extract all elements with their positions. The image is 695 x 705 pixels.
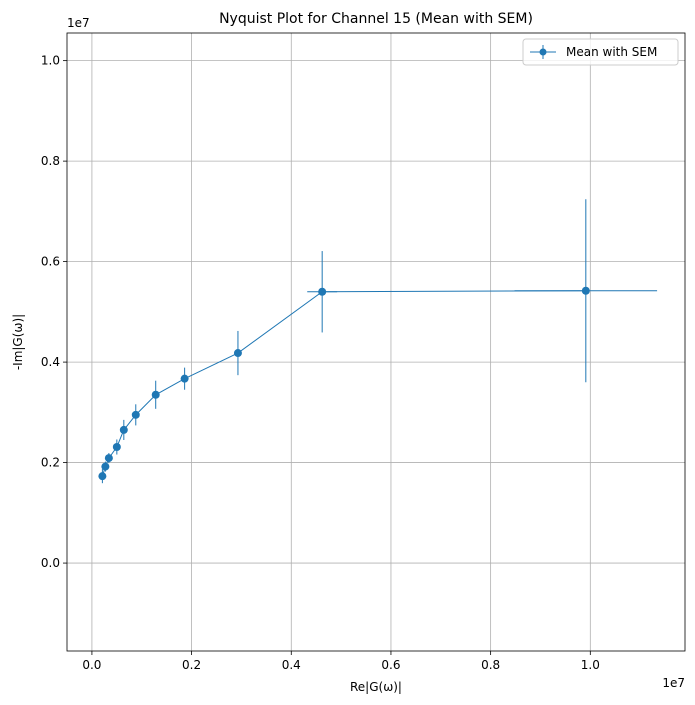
legend-box (522, 38, 679, 66)
y-tick-label: 0.8 (41, 154, 60, 168)
x-tick-label: 0.2 (182, 658, 201, 672)
data-series (98, 199, 658, 484)
data-point (180, 374, 189, 383)
data-point (318, 287, 327, 296)
data-point (151, 390, 160, 399)
grid-lines (67, 33, 685, 651)
y-tick-label: 0.6 (41, 255, 60, 269)
legend-point-marker (539, 48, 547, 56)
x-tick-label: 0.6 (381, 658, 400, 672)
legend-label: Mean with SEM (566, 45, 657, 59)
x-axis-offset-label: 1e7 (662, 676, 685, 690)
chart-title: Nyquist Plot for Channel 15 (Mean with S… (219, 11, 533, 27)
y-tick-label: 1.0 (41, 54, 60, 68)
data-point (233, 349, 242, 358)
data-point (101, 462, 110, 471)
y-axis-offset-label: 1e7 (67, 16, 90, 30)
data-point (98, 472, 107, 481)
x-axis-label: Re|G(ω)| (350, 680, 402, 694)
y-tick-label: 0.2 (41, 456, 60, 470)
y-tick-label: 0.0 (41, 556, 60, 570)
x-tick-label: 0.0 (82, 658, 101, 672)
legend: Mean with SEM (522, 38, 679, 66)
data-point (131, 410, 140, 419)
plot-frame (66, 32, 686, 652)
y-tick-label: 0.4 (41, 355, 60, 369)
x-tick-label: 0.8 (481, 658, 500, 672)
y-axis-label: -Im|G(ω)| (11, 314, 25, 370)
data-point (104, 454, 113, 463)
data-point (581, 286, 590, 295)
data-point (112, 443, 121, 452)
axis-ticks: 0.0 0.2 0.4 0.6 0.8 1.0 0.0 0.2 0.4 0.6 0.8 1.0 (41, 54, 600, 672)
series-line (101, 290, 586, 477)
x-tick-label: 1.0 (581, 658, 600, 672)
x-tick-label: 0.4 (282, 658, 301, 672)
data-point (119, 425, 128, 434)
